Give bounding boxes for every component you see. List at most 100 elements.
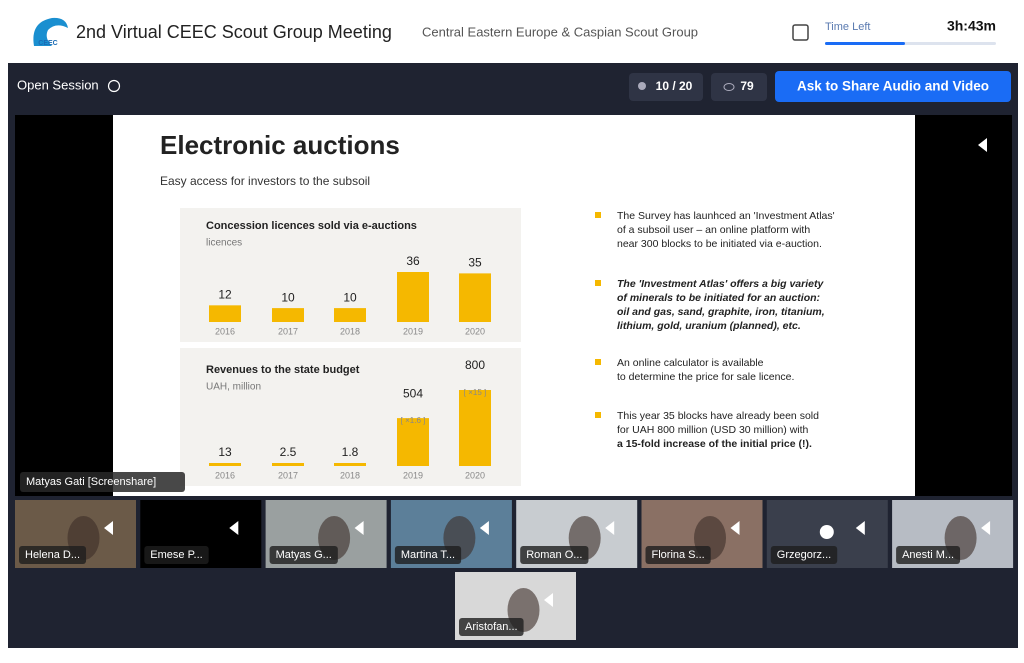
category-label: 2017 [278,326,298,336]
presenter-tag [20,472,185,492]
name-tag [19,546,87,564]
value-label: 504 [403,386,423,400]
bullet-text: to determine the price for sale licence. [617,371,794,383]
name-tag [520,546,589,564]
speaker-icon[interactable] [978,138,987,152]
category-label: 2019 [403,326,423,336]
bar [334,308,366,322]
bar [397,272,429,322]
participant-name: Grzegorz... [777,549,831,561]
bar-note: [ ×1.6 ] [401,416,426,425]
bullet-marker [595,212,601,218]
participant-name: Anesti M... [902,549,954,561]
bullet-text: This year 35 blocks have already been so… [617,410,819,422]
name-tag [459,618,524,636]
value-label: 35 [468,256,482,270]
share-button-label: Ask to Share Audio and Video [797,79,989,94]
calendar-icon [792,24,809,41]
name-tag [394,546,462,564]
value-label: 2.5 [280,445,297,459]
bar [272,308,304,322]
bullet-marker [595,280,601,286]
speaker-icon[interactable] [104,521,113,535]
participant-name: Florina S... [652,549,705,561]
bullet-text: of a subsoil user – an online platform w… [617,224,810,236]
meeting-title: 2nd Virtual CEEC Scout Group Meeting [76,22,392,42]
participants-count: 10 / 20 [656,79,693,93]
bullet-marker [595,412,601,418]
chart-title: Concession licences sold via e-auctions [206,220,417,232]
bullet-text: of minerals to be initiated for an aucti… [617,292,820,304]
speaker-icon[interactable] [229,521,239,535]
bullet-text: near 300 blocks to be initiated via e-au… [617,238,822,250]
category-label: 2017 [278,470,298,480]
participant-name: Roman O... [526,549,582,561]
avatar-icon [819,525,834,539]
people-icon [638,82,646,90]
speaker-icon[interactable] [605,521,615,535]
session-label: Open Session [17,77,99,92]
name-tag [645,546,711,564]
chart-title: Revenues to the state budget [206,364,360,376]
name-tag [896,546,961,564]
bar [459,390,491,466]
chart-unit: UAH, million [206,382,261,393]
meeting-subtitle: Central Eastern Europe & Caspian Scout G… [422,24,698,39]
speaker-icon[interactable] [855,521,865,535]
header-bar [0,0,1024,63]
participant-name: Martina T... [401,549,455,561]
presenter-name: Matyas Gati [Screenshare] [26,476,156,488]
speaker-icon[interactable] [479,521,489,535]
category-label: 2018 [340,326,360,336]
value-label: 800 [465,358,485,372]
viewers-count: 79 [740,79,754,93]
bullet-text: oil and gas, sand, graphite, iron, titan… [617,306,825,318]
logo-text: CEEC [38,40,57,47]
value-label: 13 [218,445,232,459]
value-label: 10 [281,290,295,304]
speaker-icon[interactable] [354,521,364,535]
category-label: 2016 [215,470,235,480]
participant-name: Emese P... [150,549,202,561]
bar [459,273,491,322]
participant-name: Aristofan... [465,621,518,633]
value-label: 36 [406,254,420,268]
logo-icon [33,17,68,46]
participant-name: Matyas G... [276,549,332,561]
value-label: 1.8 [342,445,359,459]
category-label: 2016 [215,326,235,336]
slide-title: Electronic auctions [160,130,400,160]
eye-icon [723,83,735,91]
bullet-text: An online calculator is available [617,357,764,369]
bar-note: [ ×15 ] [464,388,486,397]
bullet-text: lithium, gold, uranium (planned), etc. [617,320,801,332]
bullet-text: for UAH 800 million (USD 30 million) wit… [617,424,809,436]
name-tag [144,546,209,564]
bullet-marker [595,359,601,365]
name-tag [269,546,338,564]
bar [209,463,241,466]
bar [334,463,366,466]
share-button[interactable] [775,71,1011,102]
chart-unit: licences [206,238,242,249]
info-icon[interactable] [107,79,121,93]
speaker-icon[interactable] [730,521,740,535]
time-left: 3h:43m [947,18,996,34]
slide-subtitle: Easy access for investors to the subsoil [160,174,370,188]
participants-chip[interactable] [629,73,703,101]
value-label: 10 [343,290,357,304]
speaker-icon[interactable] [544,593,553,607]
bar [209,305,241,322]
category-label: 2020 [465,326,485,336]
name-tag [770,546,838,564]
bullet-text: The 'Investment Atlas' offers a big vari… [617,278,824,290]
category-label: 2020 [465,470,485,480]
value-label: 12 [218,288,232,302]
bullet-text: a 15-fold increase of the initial price … [617,438,812,450]
bullet-text: The Survey has launhced an 'Investment A… [617,210,835,222]
category-label: 2018 [340,470,360,480]
viewers-chip[interactable] [711,73,767,101]
bar [397,418,429,466]
bar [272,463,304,466]
speaker-icon[interactable] [981,521,991,535]
